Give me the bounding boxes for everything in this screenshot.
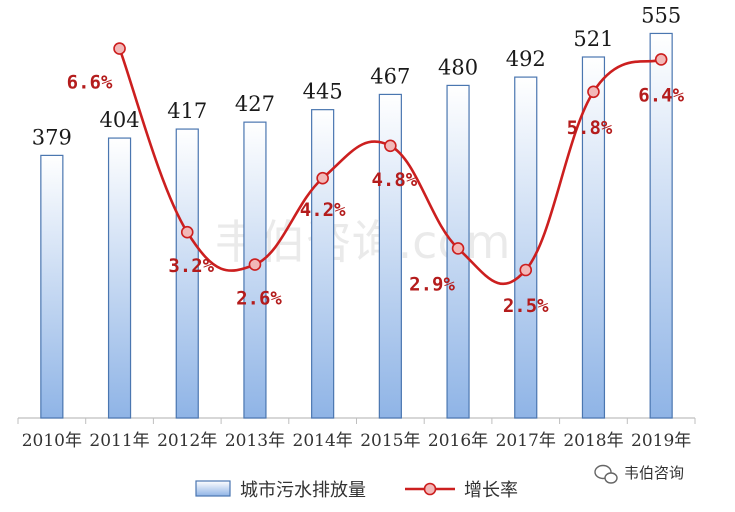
growth-rate-point <box>248 258 262 271</box>
growth-rate-point <box>654 53 668 66</box>
bar-value-label: 521 <box>573 27 613 51</box>
x-tick-label: 2018年 <box>563 431 623 451</box>
growth-rate-label: 6.6% <box>67 72 113 94</box>
growth-rate-label: 6.4% <box>638 84 684 106</box>
x-tick-label: 2010年 <box>22 431 82 451</box>
growth-rate-point <box>316 171 329 185</box>
bar-value-label: 404 <box>100 108 140 132</box>
brand-name: 韦伯咨询 <box>624 464 684 482</box>
bar-value-label: 445 <box>303 80 343 104</box>
x-tick-label: 2015年 <box>360 431 420 451</box>
bar <box>514 76 538 419</box>
growth-rate-label: 4.8% <box>371 169 417 191</box>
x-tick-label: 2014年 <box>293 431 353 451</box>
bar <box>581 56 606 419</box>
bar <box>311 109 335 419</box>
growth-rate-label: 2.9% <box>409 273 455 295</box>
growth-rate-point <box>180 225 194 239</box>
bar-value-label: 480 <box>438 55 478 79</box>
growth-rate-label: 2.5% <box>503 295 549 317</box>
bar-value-label: 492 <box>506 47 546 71</box>
legend-line-label: 增长率 <box>464 480 518 501</box>
growth-rate-point <box>587 85 600 99</box>
legend-line-marker <box>423 482 437 496</box>
x-tick-label: 2012年 <box>157 431 217 451</box>
wechat-icon-bubble-large <box>594 464 612 480</box>
bar-value-label: 555 <box>641 3 681 27</box>
bar-value-label: 379 <box>32 125 72 149</box>
bar-value-label: 467 <box>370 64 410 88</box>
growth-rate-point <box>113 42 126 55</box>
x-tick-label: 2016年 <box>428 431 488 451</box>
bar <box>175 128 199 419</box>
growth-rate-label: 5.8% <box>567 117 613 139</box>
x-tick-label: 2013年 <box>225 431 285 451</box>
bar <box>378 93 402 419</box>
growth-rate-label: 4.2% <box>300 199 346 221</box>
x-tick-label: 2019年 <box>631 431 691 451</box>
x-tick-label: 2017年 <box>496 431 556 451</box>
wechat-icon-bubble-small <box>604 472 618 484</box>
bar <box>649 32 673 419</box>
bar-value-label: 427 <box>235 92 275 116</box>
growth-rate-label: 2.6% <box>236 288 282 310</box>
wechat-icon <box>594 464 618 484</box>
bar <box>107 137 132 419</box>
bar <box>40 154 64 419</box>
growth-rate-point <box>384 139 397 153</box>
growth-rate-point <box>451 242 465 255</box>
bar-value-label: 417 <box>167 99 207 123</box>
growth-rate-point <box>519 263 533 277</box>
legend-bar-swatch <box>195 480 231 497</box>
x-tick-label: 2011年 <box>89 431 149 451</box>
legend-bar-label: 城市污水排放量 <box>240 480 366 501</box>
growth-rate-label: 3.2% <box>168 255 214 277</box>
